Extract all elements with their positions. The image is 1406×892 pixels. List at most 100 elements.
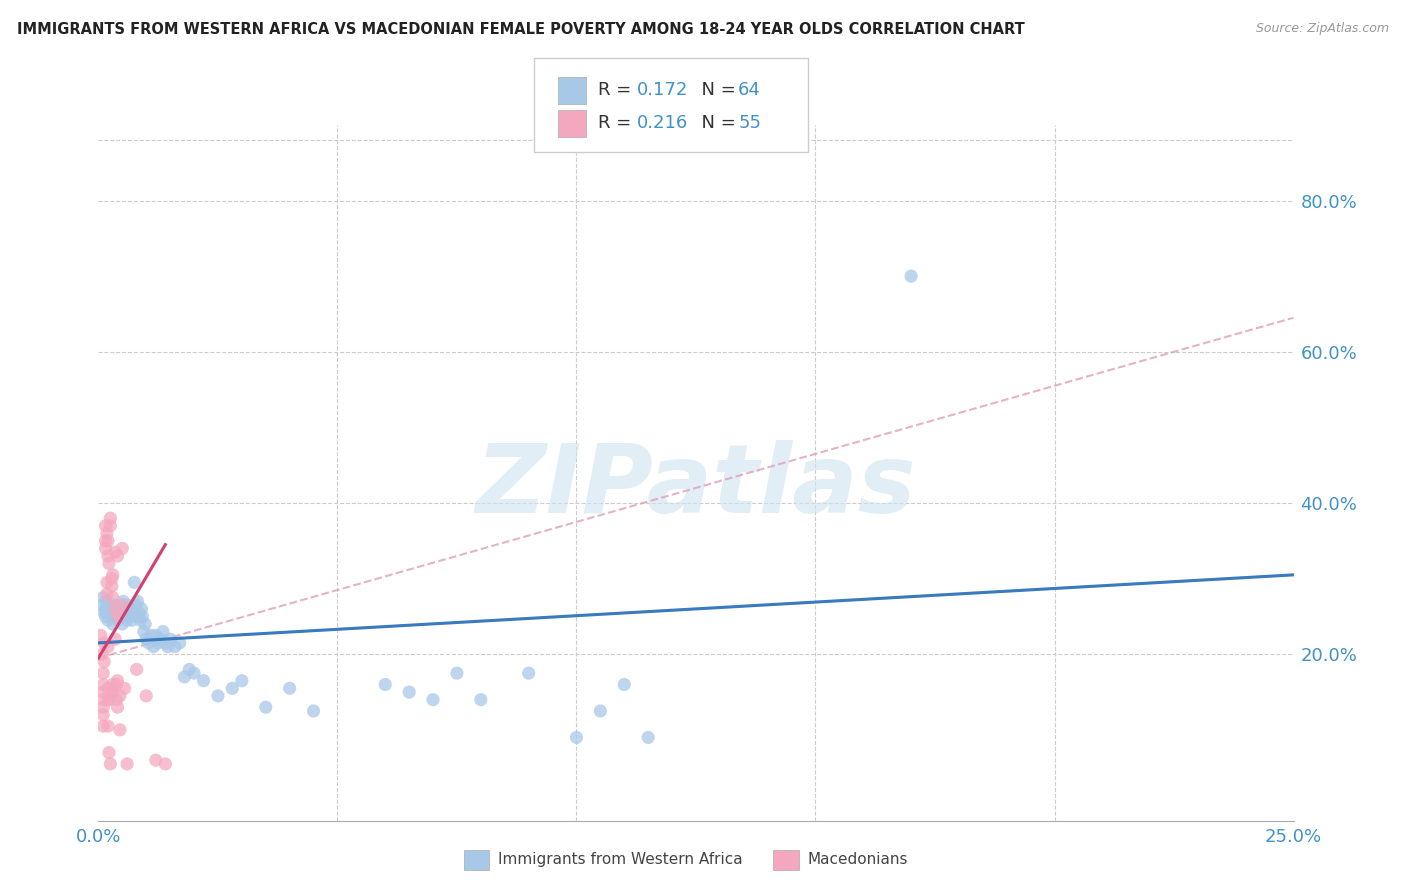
Point (114, 681, 136, 696)
Text: Immigrants from Western Africa: Immigrants from Western Africa (498, 853, 742, 867)
Point (107, 613, 129, 627)
Point (121, 613, 143, 627)
Point (111, 598, 134, 612)
Point (101, 598, 124, 612)
Point (278, 681, 301, 696)
Point (104, 545, 127, 559)
Point (179, 662, 201, 676)
Point (104, 598, 127, 612)
Point (128, 606, 150, 620)
Point (115, 613, 138, 627)
Point (111, 541, 134, 556)
Point (94, 533, 117, 548)
Point (148, 636, 170, 650)
Point (101, 602, 124, 616)
Point (231, 673, 253, 688)
Point (422, 692, 444, 706)
Point (127, 594, 149, 608)
Point (121, 606, 143, 620)
Point (97, 692, 120, 706)
Point (125, 609, 148, 624)
Point (101, 685, 124, 699)
Point (142, 640, 165, 654)
Point (107, 549, 129, 563)
Point (104, 632, 127, 647)
Point (108, 689, 131, 703)
Point (91, 598, 114, 612)
Point (156, 640, 179, 654)
Point (125, 662, 148, 676)
Point (159, 632, 181, 647)
Point (97, 557, 120, 571)
Text: N =: N = (690, 114, 742, 132)
Point (131, 602, 153, 616)
Point (108, 606, 131, 620)
Point (93, 655, 115, 669)
Point (97, 640, 120, 654)
Point (105, 692, 128, 706)
Text: 55: 55 (738, 114, 761, 132)
Text: 64: 64 (738, 81, 761, 99)
Point (97, 719, 120, 733)
Point (398, 685, 420, 699)
Point (101, 685, 124, 699)
Point (91, 707, 114, 722)
Point (101, 677, 124, 691)
Point (155, 636, 177, 650)
Point (98, 606, 122, 620)
Point (114, 606, 136, 620)
Point (131, 609, 153, 624)
Point (134, 617, 156, 632)
Point (446, 666, 468, 681)
Point (139, 628, 162, 642)
Point (135, 689, 157, 703)
Point (145, 753, 167, 767)
Text: 0.172: 0.172 (637, 81, 689, 99)
Text: Macedonians: Macedonians (807, 853, 907, 867)
Point (105, 609, 128, 624)
Point (152, 624, 174, 639)
Text: ZIPatlas: ZIPatlas (475, 440, 917, 533)
Point (96, 587, 118, 601)
Point (96, 594, 118, 608)
Point (169, 636, 191, 650)
Point (374, 677, 396, 691)
Point (107, 609, 129, 624)
Point (221, 681, 243, 696)
Point (107, 673, 129, 688)
Point (91, 685, 114, 699)
Point (91, 719, 114, 733)
Point (613, 677, 636, 691)
Point (94, 541, 117, 556)
Point (97, 692, 120, 706)
Point (103, 606, 125, 620)
Point (637, 731, 659, 745)
Point (101, 617, 124, 632)
Text: N =: N = (690, 81, 742, 99)
Point (91, 700, 114, 714)
Point (107, 602, 129, 616)
Point (155, 756, 177, 771)
Point (98, 756, 122, 771)
Point (120, 602, 142, 616)
Point (91, 692, 114, 706)
Point (110, 598, 132, 612)
Point (91, 666, 114, 681)
Point (115, 756, 138, 771)
Point (96, 575, 118, 590)
Point (104, 602, 127, 616)
Point (91, 591, 114, 605)
Text: Source: ZipAtlas.com: Source: ZipAtlas.com (1256, 22, 1389, 36)
Point (108, 723, 131, 737)
Text: IMMIGRANTS FROM WESTERN AFRICA VS MACEDONIAN FEMALE POVERTY AMONG 18-24 YEAR OLD: IMMIGRANTS FROM WESTERN AFRICA VS MACEDO… (17, 22, 1025, 37)
Point (101, 572, 124, 586)
Point (254, 700, 277, 714)
Text: R =: R = (598, 81, 637, 99)
Point (565, 731, 588, 745)
Point (132, 624, 155, 639)
Text: 0.216: 0.216 (637, 114, 688, 132)
Point (115, 602, 138, 616)
Point (302, 704, 325, 718)
Point (173, 670, 195, 684)
Point (470, 692, 492, 706)
